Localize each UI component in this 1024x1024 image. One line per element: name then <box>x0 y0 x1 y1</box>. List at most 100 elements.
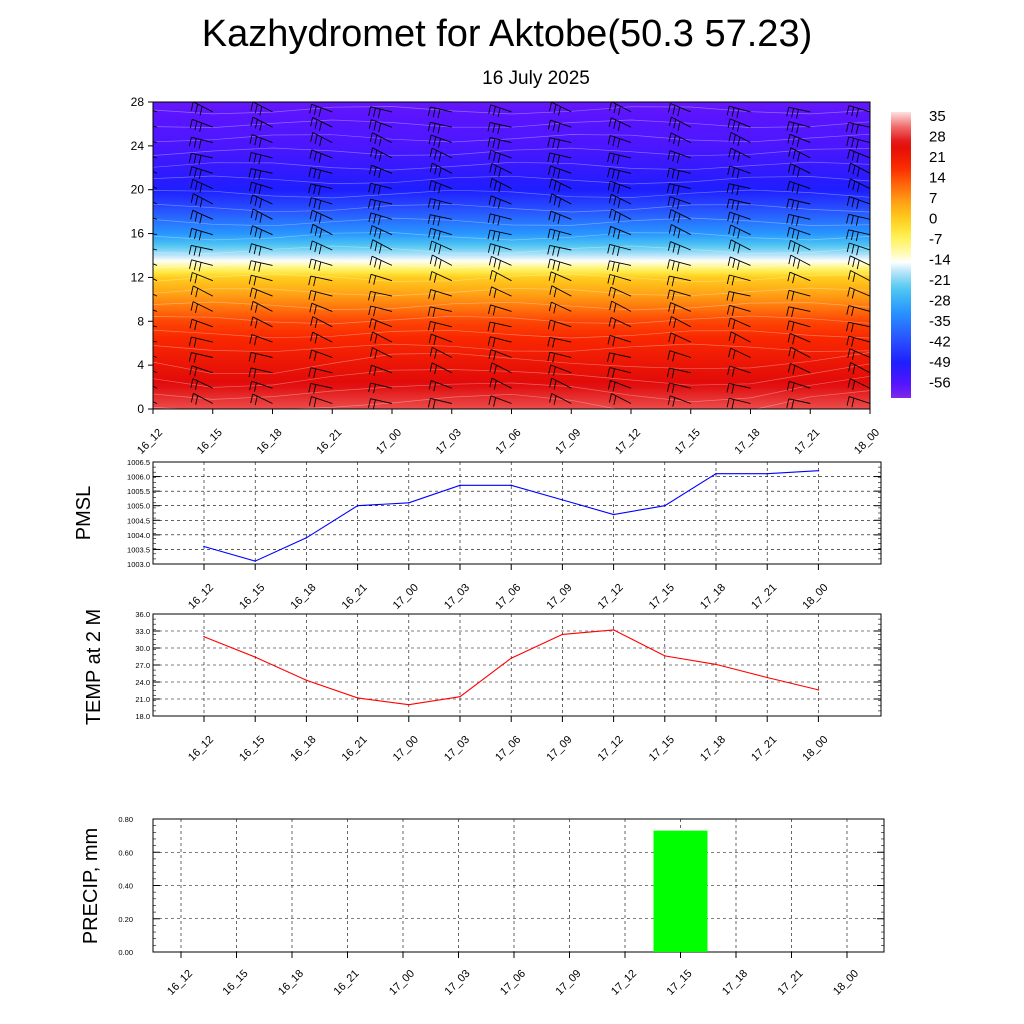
y-axis-label: PRECIP, mm <box>80 828 102 944</box>
y-tick-label: 20 <box>131 183 145 197</box>
wind-barb <box>369 164 393 178</box>
wind-barb <box>249 134 273 148</box>
wind-barb <box>607 243 632 256</box>
page-title: Kazhydromet for Aktobe(50.3 57.23) <box>202 13 812 55</box>
wind-barb <box>189 318 213 331</box>
wind-barb <box>190 378 213 390</box>
wind-barb <box>188 336 213 348</box>
wind-barb <box>488 255 512 270</box>
wind-barb <box>847 255 870 270</box>
wind-barb <box>248 351 273 363</box>
wind-barb <box>786 198 811 211</box>
wind-barb <box>846 396 870 408</box>
wind-barb <box>727 118 751 132</box>
x-tick-label: 17_06 <box>494 427 524 457</box>
wind-barb <box>427 397 452 409</box>
contour-line <box>153 329 870 339</box>
wind-barb <box>429 362 453 375</box>
data-point <box>664 655 666 657</box>
wind-barb <box>489 377 512 390</box>
x-tick-label: 16_12 <box>135 427 165 457</box>
data-point <box>715 663 717 666</box>
y-tick-label: 1003.5 <box>127 545 150 554</box>
y-tick-label: 27.0 <box>135 661 150 670</box>
contour-line <box>153 352 870 375</box>
wind-barb <box>488 349 512 361</box>
colorbar-label: -49 <box>929 354 951 371</box>
wind-barb <box>846 136 870 149</box>
y-tick-label: 16 <box>131 227 145 241</box>
wind-barb <box>190 301 214 313</box>
wind-barb <box>786 227 811 240</box>
wind-barb <box>846 213 870 226</box>
data-point <box>612 513 615 516</box>
x-tick-label: 16_12 <box>165 968 195 998</box>
colorbar-label: -56 <box>929 375 951 392</box>
contour-line <box>153 203 870 213</box>
colorbar-label: -7 <box>929 231 942 248</box>
x-tick-label: 18_00 <box>800 734 830 764</box>
wind-barb <box>189 118 213 132</box>
wind-barb <box>786 398 811 409</box>
wind-barb <box>846 196 870 209</box>
wind-barb <box>309 103 333 117</box>
x-tick-label: 16_15 <box>237 582 267 612</box>
wind-barb <box>607 180 632 194</box>
data-point <box>817 689 820 691</box>
x-tick-label: 17_03 <box>442 734 472 764</box>
wind-barb <box>726 198 751 211</box>
wind-barb <box>608 225 632 240</box>
y-axis-label: TEMP at 2 M <box>83 609 105 725</box>
wind-barb <box>427 121 452 134</box>
wind-barb <box>846 305 870 316</box>
wind-barb <box>786 213 811 226</box>
x-tick-label: 16_18 <box>288 734 318 764</box>
wind-barb <box>310 223 333 239</box>
wind-barb <box>547 119 572 133</box>
wind-barb <box>788 239 811 254</box>
wind-barb <box>249 181 273 195</box>
wind-barb <box>667 150 691 164</box>
wind-barb <box>489 362 512 375</box>
wind-barb <box>308 197 333 210</box>
wind-barb <box>547 319 572 331</box>
colorbar-label: 14 <box>929 170 946 187</box>
wind-barb <box>846 242 870 256</box>
wind-barb <box>846 229 870 242</box>
wind-barb <box>428 289 452 301</box>
wind-barb <box>726 105 751 118</box>
colorbar-label: 21 <box>929 149 946 166</box>
wind-barb <box>666 382 691 394</box>
contour-line <box>153 343 870 353</box>
wind-barb <box>190 102 214 116</box>
wind-barb <box>153 385 158 389</box>
wind-barb <box>190 178 213 193</box>
wind-barb <box>607 379 632 392</box>
wind-barb <box>667 103 691 117</box>
wind-barb <box>153 401 158 404</box>
wind-barb <box>668 116 692 131</box>
wind-barb <box>308 367 333 378</box>
wind-barb <box>309 302 333 315</box>
wind-barb <box>428 227 452 241</box>
wind-barb <box>368 382 393 394</box>
data-point <box>612 629 615 631</box>
wind-barb <box>189 365 213 377</box>
wind-barb <box>668 332 691 344</box>
wind-barb <box>429 254 453 269</box>
wind-barb <box>369 255 393 270</box>
wind-barb <box>429 240 452 255</box>
contour-lines <box>153 106 870 409</box>
wind-barb <box>427 320 452 332</box>
contour-line <box>153 217 870 227</box>
wind-barb <box>310 316 333 328</box>
wind-barb <box>666 167 691 180</box>
x-tick-label: 17_12 <box>613 427 643 457</box>
wind-barb <box>428 134 452 148</box>
y-axis-label: PMSL <box>73 486 95 540</box>
wind-barb <box>609 208 632 223</box>
wind-barb <box>489 178 512 193</box>
wind-barb <box>427 106 452 119</box>
wind-barb <box>487 137 512 149</box>
x-tick-label: 17_15 <box>647 734 677 764</box>
